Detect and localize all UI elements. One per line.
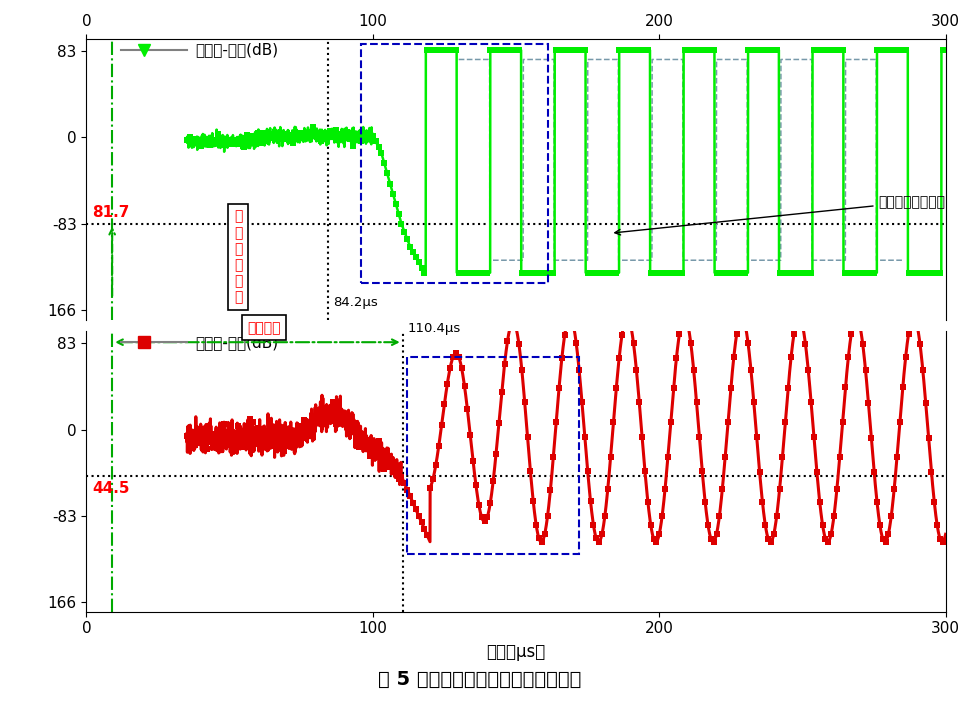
- Text: 110.4μs: 110.4μs: [407, 322, 461, 335]
- Text: 灌浆前-波幅(dB): 灌浆前-波幅(dB): [195, 335, 278, 349]
- Text: 图 5 浆液覆盖位置灌浆前后波形对比: 图 5 浆液覆盖位置灌浆前后波形对比: [378, 671, 582, 690]
- Text: 81.7: 81.7: [92, 205, 130, 219]
- X-axis label: 声时（μs）: 声时（μs）: [487, 643, 545, 662]
- Text: 84.2μs: 84.2μs: [333, 295, 377, 309]
- Text: 波形完整程度提升: 波形完整程度提升: [614, 195, 946, 235]
- Text: 声时减小: 声时减小: [248, 321, 280, 335]
- Text: 灌浆后-波幅(dB): 灌浆后-波幅(dB): [195, 43, 278, 58]
- Bar: [361, 44, 547, 283]
- Text: 首
播
波
幅
提
升: 首 播 波 幅 提 升: [234, 209, 242, 304]
- Text: 44.5: 44.5: [92, 481, 130, 496]
- Bar: [407, 356, 579, 555]
